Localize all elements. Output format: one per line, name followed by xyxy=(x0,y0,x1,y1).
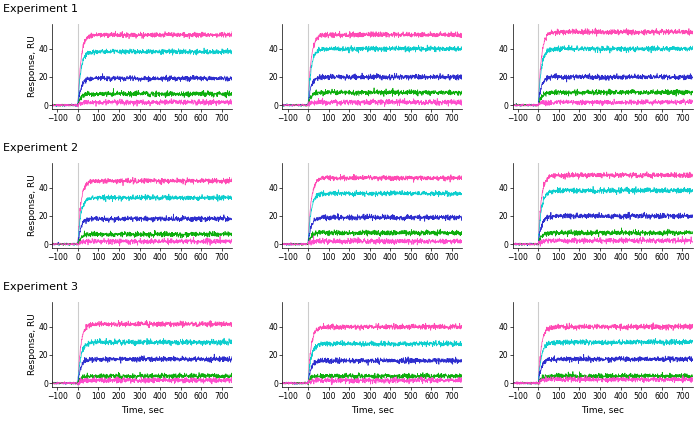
Y-axis label: Response, RU: Response, RU xyxy=(28,36,37,97)
X-axis label: Time, sec: Time, sec xyxy=(120,406,164,415)
X-axis label: Time, sec: Time, sec xyxy=(351,406,394,415)
Y-axis label: Response, RU: Response, RU xyxy=(28,175,37,236)
Text: Experiment 2: Experiment 2 xyxy=(3,143,79,153)
X-axis label: Time, sec: Time, sec xyxy=(581,406,624,415)
Text: Experiment 1: Experiment 1 xyxy=(3,4,79,14)
Y-axis label: Response, RU: Response, RU xyxy=(28,314,37,375)
Text: Experiment 3: Experiment 3 xyxy=(3,282,79,292)
